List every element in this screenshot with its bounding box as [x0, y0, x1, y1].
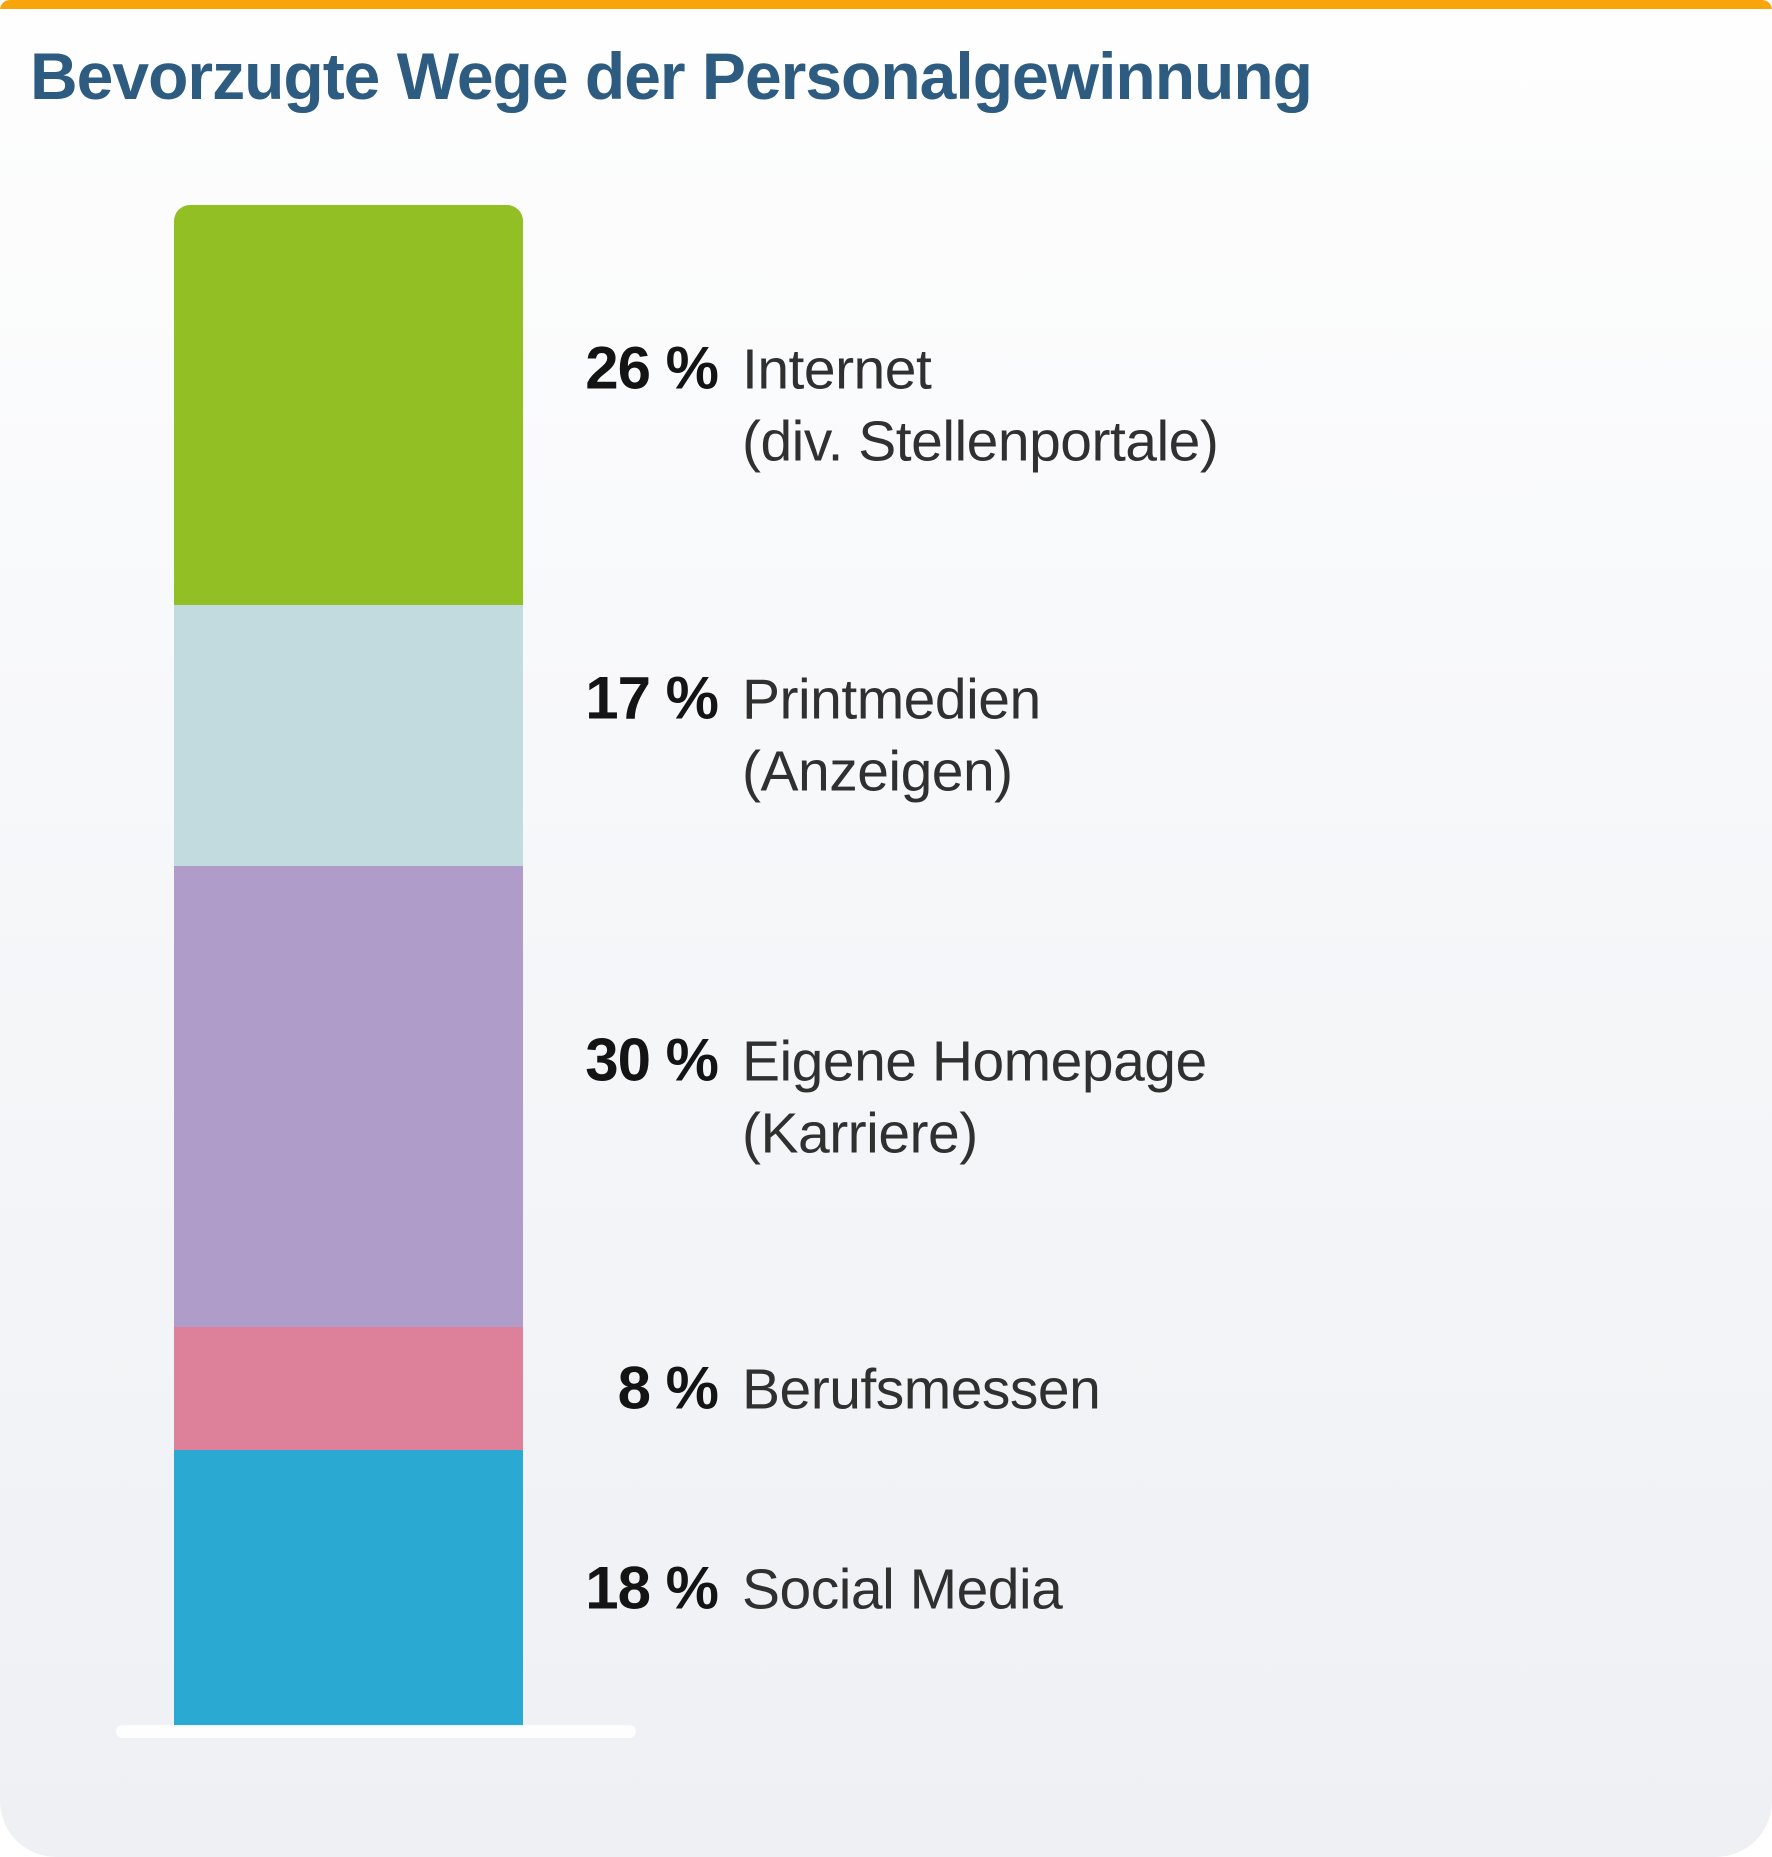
page-title: Bevorzugte Wege der Personalgewinnung: [30, 39, 1313, 113]
stacked-bar: [174, 205, 523, 1727]
segment-value: 30 %: [585, 1026, 719, 1094]
top-accent-bar: [0, 0, 1772, 9]
bar-segment-printmedien: [174, 604, 523, 867]
segment-value: 26 %: [585, 334, 719, 402]
segment-label: Printmedien (Anzeigen): [742, 667, 1041, 804]
segment-label: Social Media: [742, 1557, 1063, 1622]
bar-segment-berufsmessen: [174, 1327, 523, 1451]
bar-segment-social-media: [174, 1450, 523, 1727]
segment-label: Eigene Homepage (Karriere): [742, 1029, 1207, 1166]
segment-label: Internet (div. Stellenportale): [742, 337, 1219, 474]
segment-label: Berufsmessen: [742, 1357, 1101, 1422]
bar-segment-internet: [174, 205, 523, 605]
segment-label-row: 18 % Social Media: [440, 1552, 1063, 1625]
segment-label-row: 26 % Internet (div. Stellenportale): [440, 332, 1219, 477]
segment-value: 8 %: [617, 1354, 719, 1422]
segment-label-row: 17 % Printmedien (Anzeigen): [440, 663, 1041, 808]
segment-value: 17 %: [585, 664, 719, 732]
bar-segment-eigene-homepage: [174, 866, 523, 1328]
segment-value: 18 %: [585, 1554, 719, 1622]
segment-label-row: 30 % Eigene Homepage (Karriere): [440, 1024, 1207, 1169]
bar-baseline: [116, 1725, 636, 1738]
segment-label-row: 8 % Berufsmessen: [440, 1352, 1101, 1425]
